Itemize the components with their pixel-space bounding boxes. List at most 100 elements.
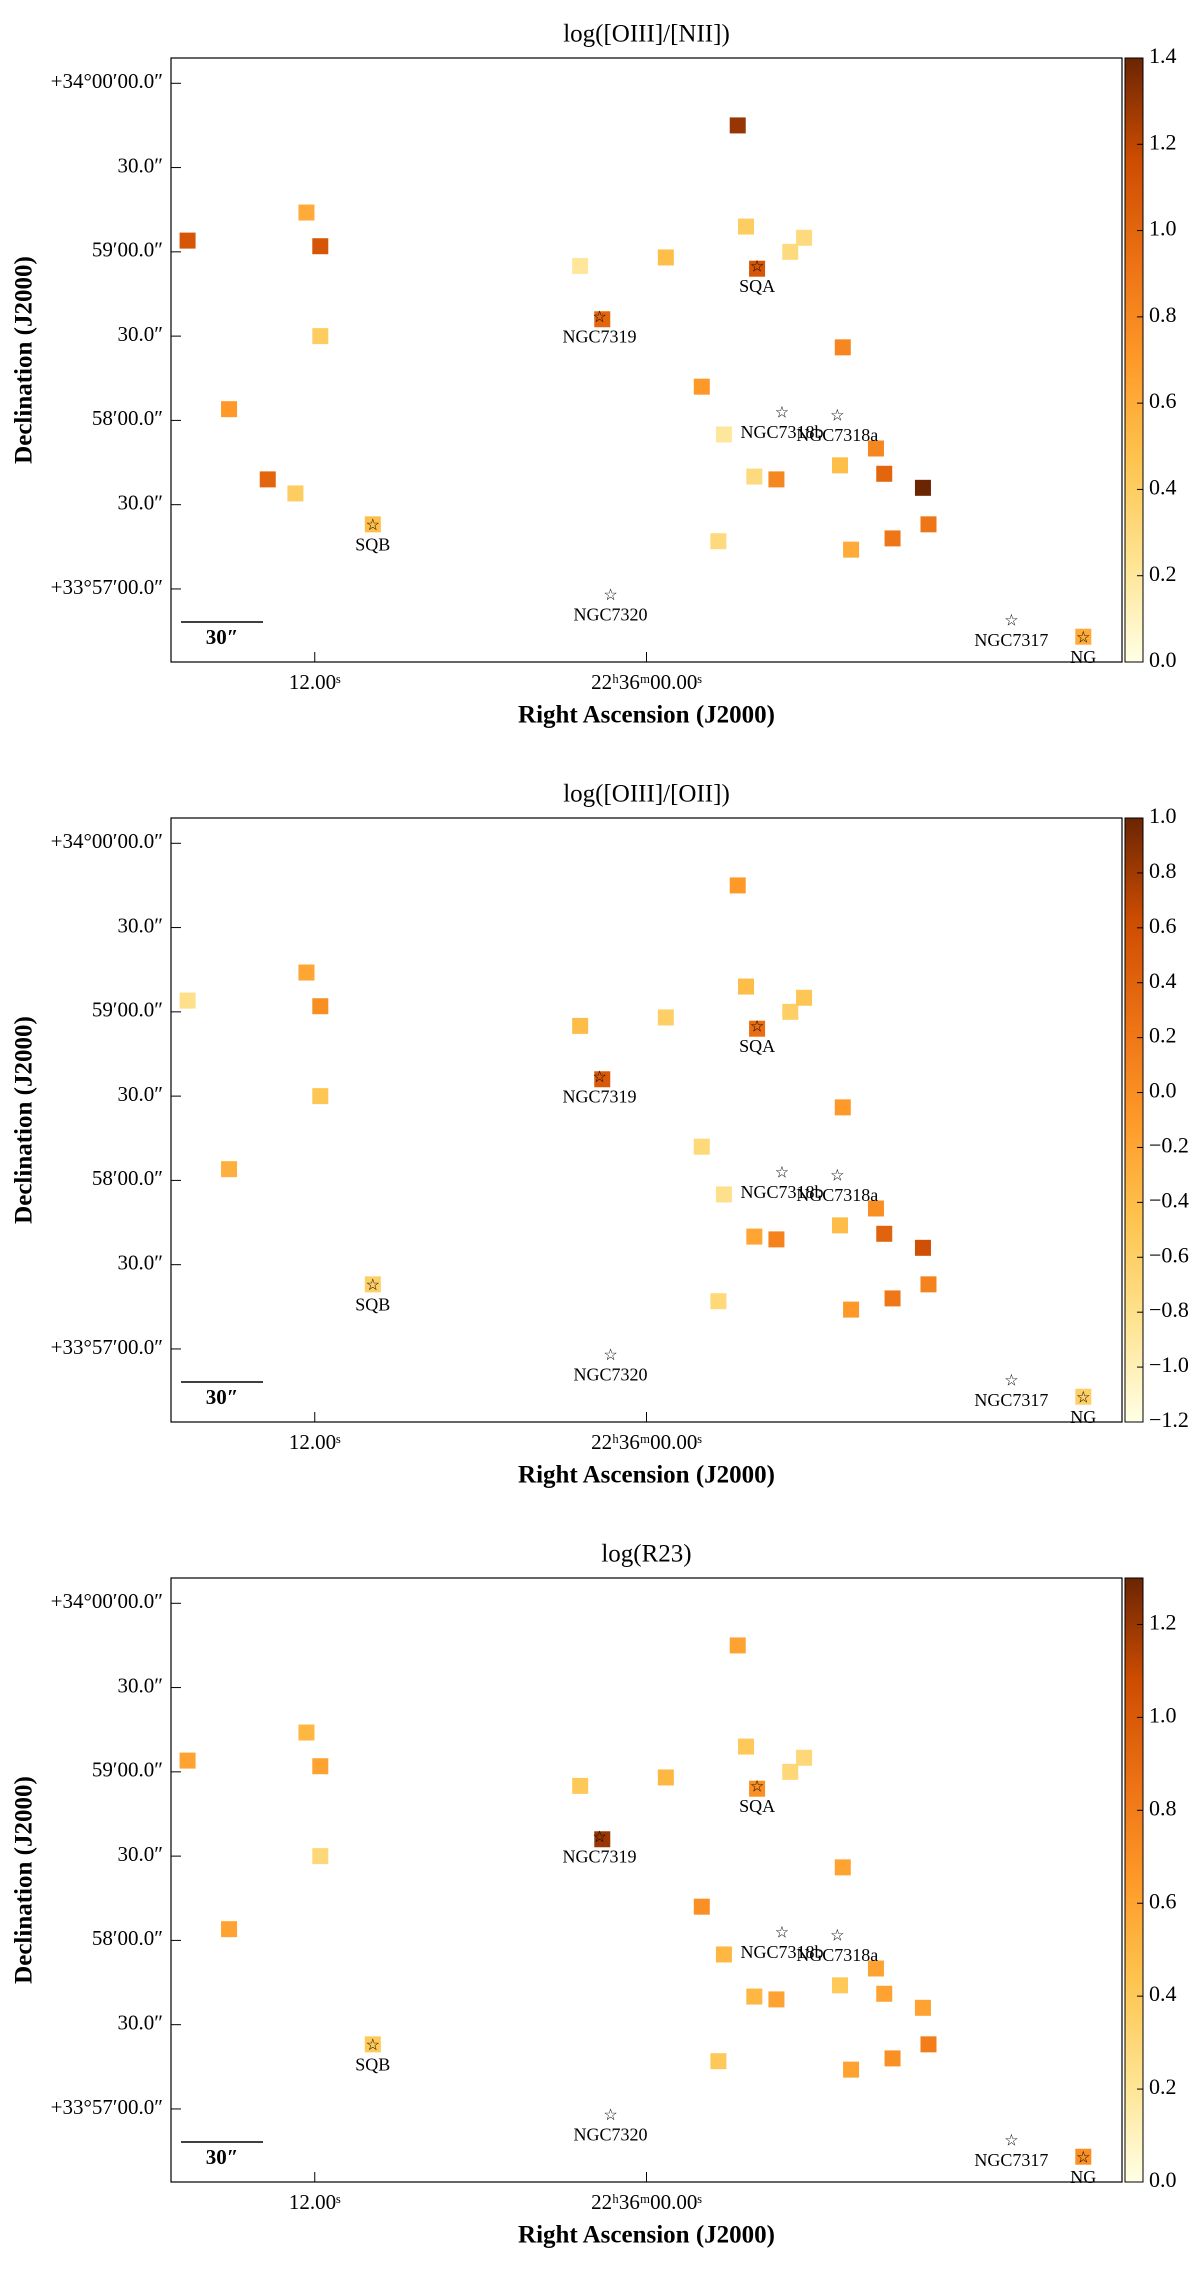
source-label: SQB — [355, 534, 390, 554]
emission-patch — [710, 2053, 727, 2070]
emission-patch — [782, 1003, 799, 1020]
colorbar-tick-label: 0.0 — [1149, 2167, 1177, 2192]
y-tick-label: 30.0″ — [118, 490, 164, 514]
chart-title: log([OIII]/[NII]) — [563, 21, 730, 48]
x-tick-label: 22ʰ36ᵐ00.00ˢ — [591, 670, 702, 694]
emission-patch — [782, 1763, 799, 1780]
source-marker: ☆ — [830, 407, 844, 424]
emission-patch — [594, 311, 611, 328]
source-label: NGC7317 — [974, 1390, 1048, 1410]
y-tick-label: 30.0″ — [118, 2010, 164, 2034]
emission-patch — [920, 1276, 937, 1293]
emission-patch — [693, 378, 710, 395]
y-tick-label: +34°00′00.0″ — [51, 829, 163, 853]
emission-patch — [710, 533, 727, 550]
source-marker: ☆ — [603, 2107, 617, 2124]
emission-patch — [782, 243, 799, 260]
chart-title: log([OIII]/[OII]) — [563, 781, 730, 808]
y-tick-label: 30.0″ — [118, 153, 164, 177]
source-marker: ☆ — [775, 405, 789, 422]
emission-patch — [298, 204, 315, 221]
emission-patch — [179, 992, 196, 1009]
emission-patch — [729, 117, 746, 134]
emission-patch — [920, 2036, 937, 2053]
emission-patch — [834, 339, 851, 356]
y-tick-label: 58′00.0″ — [92, 1926, 163, 1950]
emission-patch — [312, 998, 329, 1015]
emission-patch — [715, 1186, 732, 1203]
emission-patch — [312, 238, 329, 255]
chart-title: log(R23) — [601, 1541, 691, 1568]
source-label: NGC7319 — [562, 327, 636, 347]
emission-patch — [749, 1020, 766, 1037]
plot-frame — [170, 57, 1123, 663]
emission-patch — [312, 1848, 329, 1865]
source-label: NG — [1070, 1407, 1096, 1427]
emission-patch — [738, 1738, 755, 1755]
source-label: NGC7319 — [562, 1087, 636, 1107]
source-marker: ☆ — [1004, 1373, 1018, 1390]
source-marker: ☆ — [592, 1069, 606, 1086]
y-axis-label: Declination (J2000) — [11, 1016, 38, 1224]
emission-patch — [729, 877, 746, 894]
source-marker: ☆ — [603, 1347, 617, 1364]
emission-patch — [749, 1780, 766, 1797]
emission-patch — [843, 1301, 860, 1318]
emission-patch — [876, 1225, 893, 1242]
colorbar-tick-label: 0.4 — [1149, 968, 1177, 993]
emission-patch — [832, 1977, 849, 1994]
source-label: SQA — [739, 1036, 775, 1056]
emission-patch — [287, 485, 304, 502]
emission-patch — [876, 1985, 893, 2002]
emission-patch — [364, 2036, 381, 2053]
emission-patch — [657, 1769, 674, 1786]
emission-patch — [594, 1071, 611, 1088]
source-label: NG — [1070, 647, 1096, 667]
emission-patch — [867, 1960, 884, 1977]
colorbar-tick-label: 0.0 — [1149, 647, 1177, 672]
y-tick-label: +33°57′00.0″ — [51, 1335, 163, 1359]
emission-patch — [312, 328, 329, 345]
colorbar-tick-label: 0.8 — [1149, 302, 1177, 327]
x-tick-label: 12.00ˢ — [289, 1430, 341, 1454]
emission-patch — [657, 249, 674, 266]
emission-patch — [572, 1777, 589, 1794]
colorbar — [1124, 1577, 1144, 2183]
emission-patch — [594, 1831, 611, 1848]
source-label: NGC7317 — [974, 2150, 1048, 2170]
x-axis-label: Right Ascension (J2000) — [518, 702, 775, 729]
plot-frame — [170, 817, 1123, 1423]
emission-patch — [832, 1217, 849, 1234]
emission-patch — [834, 1859, 851, 1876]
colorbar-tick-label: 0.2 — [1149, 561, 1177, 586]
colorbar-tick-label: 0.4 — [1149, 1981, 1177, 2006]
emission-patch — [914, 1239, 931, 1256]
colorbar-tick-label: 0.2 — [1149, 2074, 1177, 2099]
emission-patch — [914, 1999, 931, 2016]
source-label: SQA — [739, 1796, 775, 1816]
source-label: NGC7318a — [796, 425, 878, 445]
colorbar-tick-label: 0.6 — [1149, 1888, 1177, 1913]
source-marker: ☆ — [1004, 613, 1018, 630]
source-label: NGC7317 — [974, 630, 1048, 650]
emission-patch — [867, 1200, 884, 1217]
colorbar-tick-label: 1.0 — [1149, 803, 1177, 828]
y-tick-label: 58′00.0″ — [92, 1166, 163, 1190]
source-marker: ☆ — [830, 1167, 844, 1184]
colorbar-tick-label: −0.6 — [1149, 1242, 1189, 1267]
emission-patch — [1075, 2148, 1092, 2165]
y-tick-label: 59′00.0″ — [92, 238, 163, 262]
source-label: NGC7320 — [574, 605, 648, 625]
colorbar-tick-label: 1.2 — [1149, 129, 1177, 154]
source-marker: ☆ — [1076, 2149, 1090, 2166]
colorbar-tick-label: 0.8 — [1149, 858, 1177, 883]
source-label: SQA — [739, 276, 775, 296]
x-tick-label: 12.00ˢ — [289, 2190, 341, 2214]
y-tick-label: +34°00′00.0″ — [51, 1589, 163, 1613]
source-marker: ☆ — [1076, 629, 1090, 646]
y-tick-label: 30.0″ — [118, 1082, 164, 1106]
colorbar-tick-label: 0.8 — [1149, 1795, 1177, 1820]
source-marker: ☆ — [1004, 2133, 1018, 2150]
